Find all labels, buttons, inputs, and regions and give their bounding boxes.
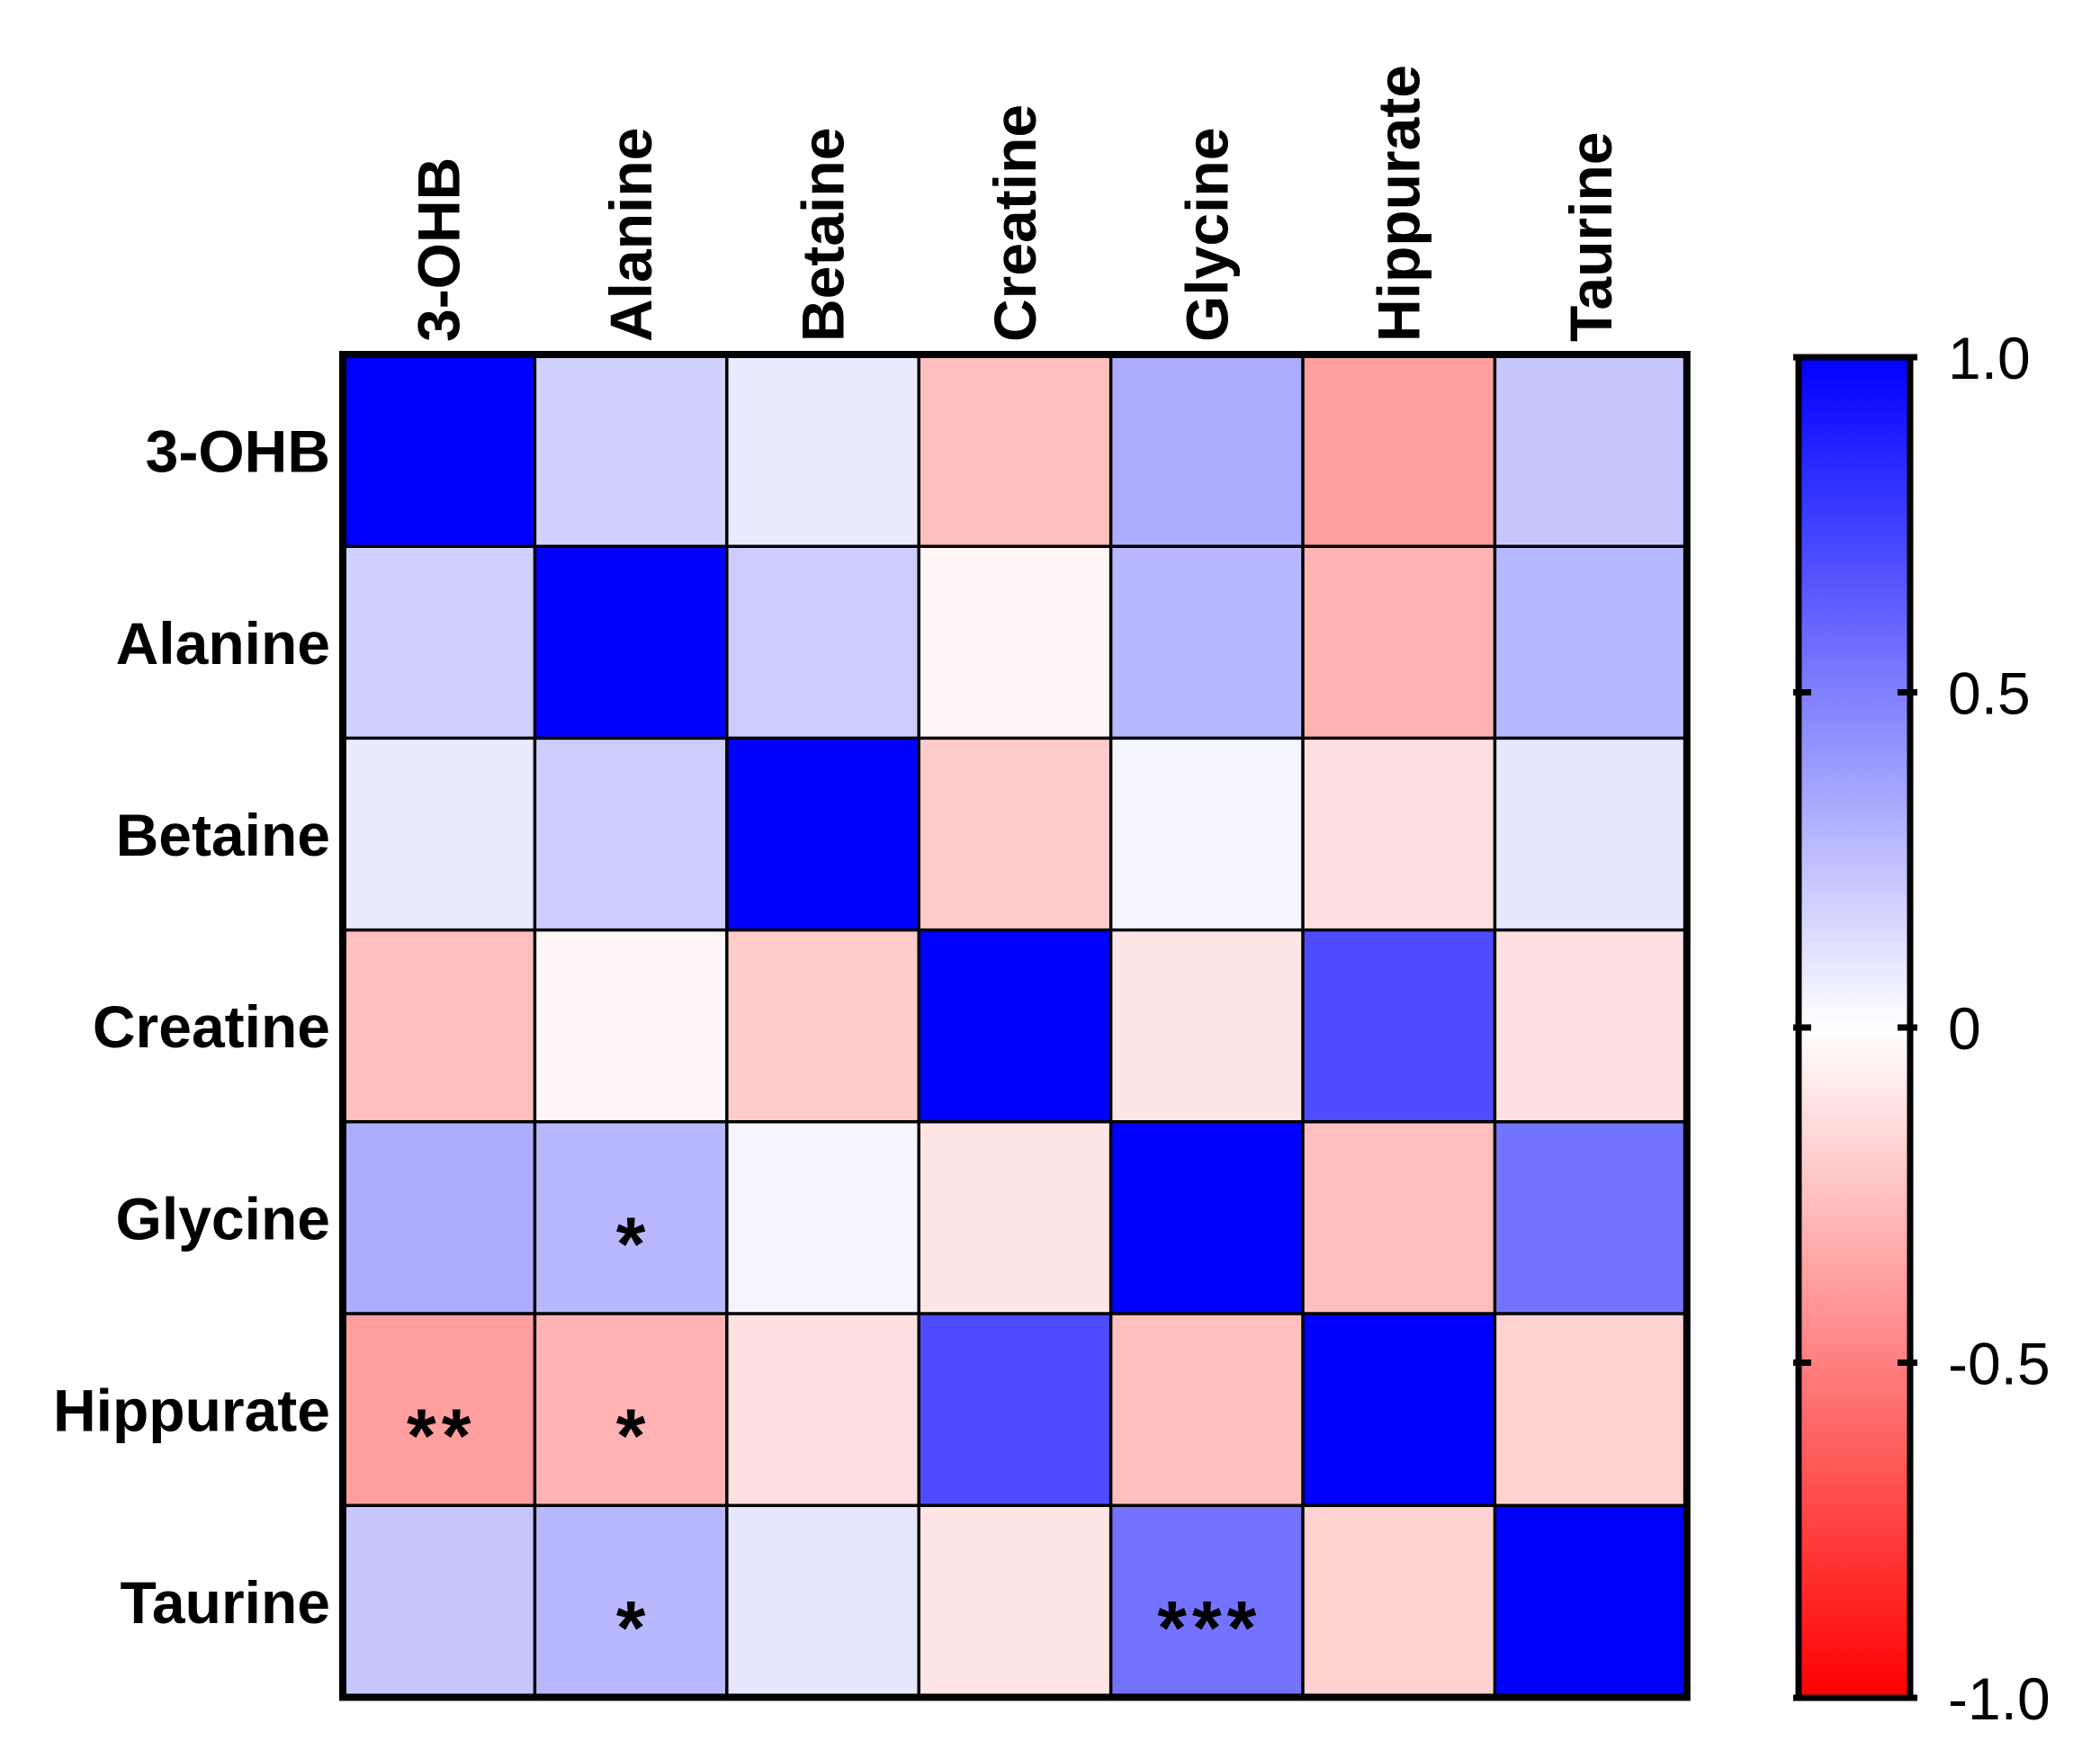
row-label: Betaine (116, 802, 330, 868)
heatmap-cell-Hippurate-Alanine (534, 1314, 727, 1506)
heatmap-cell-Glycine-3-OHB (343, 1121, 535, 1314)
heatmap-cell-Alanine-Creatine (919, 546, 1111, 739)
heatmap-cell-Alanine-Alanine (534, 546, 727, 739)
colorbar-tick-label: -0.5 (1948, 1331, 2051, 1397)
heatmap-cell-Alanine-Taurine (1494, 546, 1687, 739)
heatmap-cell-Betaine-Taurine (1494, 738, 1687, 930)
heatmap-cell-Taurine-Taurine (1494, 1505, 1687, 1698)
row-label: Glycine (116, 1185, 330, 1252)
row-label: 3-OHB (146, 418, 330, 485)
heatmap-cell-3-OHB-Alanine (534, 354, 727, 547)
heatmap-cell-3-OHB-3-OHB (343, 354, 535, 547)
heatmap-cell-Betaine-Betaine (726, 738, 920, 930)
significance-marker: ** (407, 1394, 476, 1478)
heatmap-cell-Taurine-Alanine (534, 1505, 727, 1698)
heatmap-cell-Glycine-Betaine (726, 1121, 920, 1314)
heatmap-cell-Glycine-Creatine (919, 1121, 1111, 1314)
row-label: Creatine (93, 993, 330, 1060)
colorbar-gradient (1795, 354, 1914, 1701)
heatmap-cell-Betaine-Glycine (1110, 738, 1303, 930)
heatmap-cell-Hippurate-Taurine (1494, 1314, 1687, 1506)
colorbar-tick-label: 1.0 (1948, 325, 2031, 391)
heatmap-cell-Creatine-Taurine (1494, 929, 1687, 1122)
significance-marker: *** (1157, 1585, 1261, 1670)
heatmap-cell-Alanine-Betaine (726, 546, 920, 739)
heatmap-cell-3-OHB-Hippurate (1303, 354, 1495, 547)
colorbar-tick-label: 0 (1948, 995, 1981, 1062)
heatmap-cell-Alanine-3-OHB (343, 546, 535, 739)
heatmap-cell-Betaine-Hippurate (1303, 738, 1495, 930)
heatmap-cell-Glycine-Glycine (1110, 1121, 1303, 1314)
heatmap-cell-3-OHB-Betaine (726, 354, 920, 547)
heatmap-cell-Betaine-Creatine (919, 738, 1111, 930)
heatmap-cell-3-OHB-Glycine (1110, 354, 1303, 547)
heatmap-cell-Betaine-3-OHB (343, 738, 535, 930)
heatmap-gridlines (339, 351, 1691, 1701)
heatmap-cell-Taurine-Betaine (726, 1505, 920, 1698)
column-label: Hippurate (1366, 65, 1432, 342)
colorbar-tick-label: 0.5 (1948, 660, 2031, 727)
column-label: Betaine (790, 128, 857, 342)
column-label: Taurine (1557, 132, 1624, 342)
heatmap-cell-Betaine-Alanine (534, 738, 727, 930)
heatmap-cell-Alanine-Glycine (1110, 546, 1303, 739)
column-label: 3-OHB (406, 157, 472, 342)
colorbar-ticks: 1.0 0.5 0 -0.5 -1.0 (1793, 325, 2051, 1732)
column-label: Glycine (1173, 128, 1240, 342)
heatmap-cell-Creatine-Betaine (726, 929, 920, 1122)
heatmap-cell-Glycine-Alanine (534, 1121, 727, 1314)
heatmap-cell-Creatine-Alanine (534, 929, 727, 1122)
heatmap-border (339, 351, 1691, 1701)
significance-marker: * (616, 1585, 651, 1670)
heatmap-cell-Taurine-Creatine (919, 1505, 1111, 1698)
row-labels: 3-OHB Alanine Betaine Creatine Glycine Hippur… (53, 418, 330, 1636)
colorbar-tick-label: -1.0 (1948, 1665, 2051, 1732)
significance-markers: *** ** *** (407, 1201, 1261, 1670)
column-label: Creatine (982, 104, 1048, 342)
heatmap-cell-Glycine-Hippurate (1303, 1121, 1495, 1314)
heatmap-cell-Hippurate-Betaine (726, 1314, 920, 1506)
heatmap-cell-Creatine-Hippurate (1303, 929, 1495, 1122)
row-label: Alanine (116, 610, 330, 677)
heatmap-cell-Creatine-Creatine (919, 929, 1111, 1122)
significance-marker: * (616, 1394, 651, 1478)
heatmap-cell-Taurine-Hippurate (1303, 1505, 1495, 1698)
heatmap-cell-Glycine-Taurine (1494, 1121, 1687, 1314)
significance-marker: * (616, 1201, 651, 1286)
heatmap-cell-Hippurate-Glycine (1110, 1314, 1303, 1506)
heatmap-cell-3-OHB-Creatine (919, 354, 1111, 547)
heatmap-cell-Creatine-Glycine (1110, 929, 1303, 1122)
heatmap-cell-Hippurate-3-OHB (343, 1314, 535, 1506)
column-labels: 3-OHB Alanine Betaine Creatine Glycine Hippur… (406, 65, 1624, 342)
heatmap-cell-Taurine-3-OHB (343, 1505, 535, 1698)
heatmap-cell-Creatine-3-OHB (343, 929, 535, 1122)
heatmap-cell-Hippurate-Hippurate (1303, 1314, 1495, 1506)
heatmap-cell-Alanine-Hippurate (1303, 546, 1495, 739)
row-label: Taurine (121, 1569, 330, 1636)
colorbar (1795, 354, 1914, 1701)
row-label: Hippurate (53, 1378, 330, 1444)
heatmap-cell-Taurine-Glycine (1110, 1505, 1303, 1698)
heatmap-cell-3-OHB-Taurine (1494, 354, 1687, 547)
column-label: Alanine (597, 128, 664, 342)
heatmap-cells (343, 354, 1687, 1698)
heatmap-cell-Hippurate-Creatine (919, 1314, 1111, 1506)
